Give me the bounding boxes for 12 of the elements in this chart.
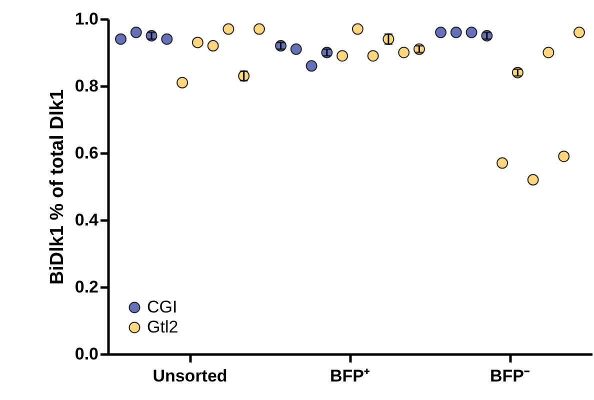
legend-label: Gtl2 [147, 318, 178, 336]
y-tick-label: 0.0 [74, 344, 98, 364]
y-tick-label: 0.6 [74, 144, 98, 162]
y-tick-label: 1.0 [74, 10, 98, 28]
y-tick-label: 0.8 [74, 76, 98, 96]
y-tick-label: 0.4 [74, 210, 100, 230]
legend-label: CGI [147, 298, 178, 316]
y-tick-label: 0.2 [74, 278, 98, 296]
x-tick-label: Unsorted [152, 366, 228, 386]
x-tick-label: BFP⁺ [330, 366, 370, 386]
y-axis-title: BiDlk1 % of total Dlk1 [46, 88, 68, 285]
x-tick-label: BFP⁻ [490, 366, 530, 386]
